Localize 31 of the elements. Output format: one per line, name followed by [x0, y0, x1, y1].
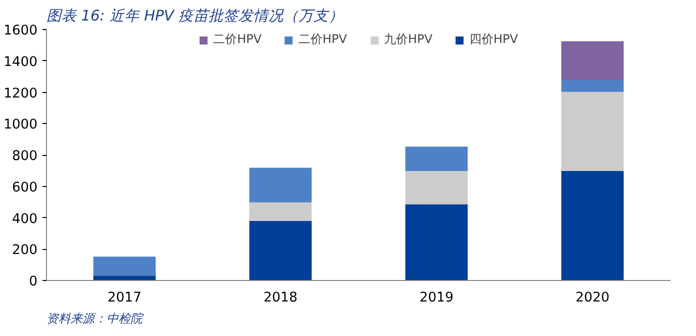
y-tick-label: 0 [29, 274, 38, 290]
y-tick-label: 1400 [4, 54, 38, 70]
bar [405, 204, 468, 280]
y-tick-label: 1200 [4, 86, 38, 102]
legend-label: 四价HPV [469, 31, 518, 48]
bar [93, 276, 156, 280]
bar [249, 168, 312, 202]
chart-title: 图表 16: 近年 HPV 疫苗批签发情况（万支） [46, 8, 344, 24]
bar [561, 171, 624, 280]
x-tick-label: 2018 [264, 290, 298, 306]
bar [561, 41, 624, 80]
x-tick-label: 2017 [108, 290, 142, 306]
bar [405, 146, 468, 171]
legend-label: 二价HPV [298, 31, 347, 48]
y-tick-label: 400 [12, 212, 38, 227]
x-tick-label: 2019 [420, 290, 454, 306]
bar [561, 92, 624, 171]
x-tick-label: 2020 [576, 290, 610, 306]
bar [93, 256, 156, 276]
legend-label: 九价HPV [384, 31, 432, 48]
bar [249, 202, 312, 221]
text: 资料来源：中检院 [46, 312, 144, 326]
bar [405, 171, 468, 204]
y-tick-label: 1600 [4, 24, 38, 38]
bar [561, 80, 624, 92]
legend-label: 二价HPV [213, 31, 262, 48]
y-tick-label: 600 [12, 180, 38, 196]
y-tick-label: 1000 [4, 118, 38, 133]
y-tick-label: 200 [12, 243, 38, 258]
y-tick-label: 800 [12, 149, 38, 164]
bar [249, 220, 312, 280]
